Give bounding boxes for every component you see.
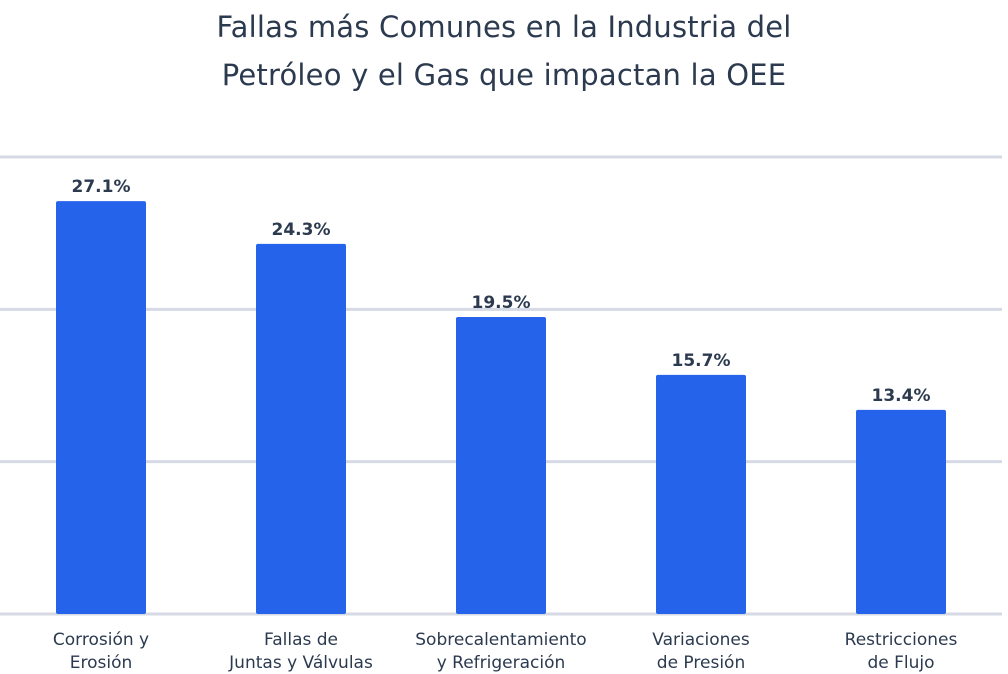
category-label-3-line-1: de Presión <box>657 653 745 673</box>
category-label-0-line-1: Erosión <box>70 653 133 673</box>
category-label-3-line-0: Variaciones <box>652 630 750 650</box>
category-label-0-line-0: Corrosión y <box>53 630 149 650</box>
bar-3 <box>656 374 746 614</box>
category-label-2-line-0: Sobrecalentamiento <box>415 630 586 650</box>
chart-title-line-1: Fallas más Comunes en la Industria del <box>216 10 792 44</box>
value-label-0: 27.1% <box>72 177 131 197</box>
value-label-2: 19.5% <box>472 293 531 313</box>
value-label-1: 24.3% <box>272 220 331 240</box>
bar-1 <box>256 243 346 614</box>
category-label-2-line-1: y Refrigeración <box>437 653 566 673</box>
category-label-1-line-1: Juntas y Válvulas <box>228 653 373 673</box>
category-label-4-line-0: Restricciones <box>845 630 958 650</box>
bar-2 <box>456 316 546 614</box>
bar-0 <box>56 201 146 614</box>
chart-title-line-2: Petróleo y el Gas que impactan la OEE <box>221 58 787 92</box>
category-label-4-line-1: de Flujo <box>867 653 934 673</box>
bar-4 <box>856 409 946 614</box>
category-label-1-line-0: Fallas de <box>264 630 338 650</box>
value-label-3: 15.7% <box>672 351 731 371</box>
value-label-4: 13.4% <box>872 386 931 406</box>
